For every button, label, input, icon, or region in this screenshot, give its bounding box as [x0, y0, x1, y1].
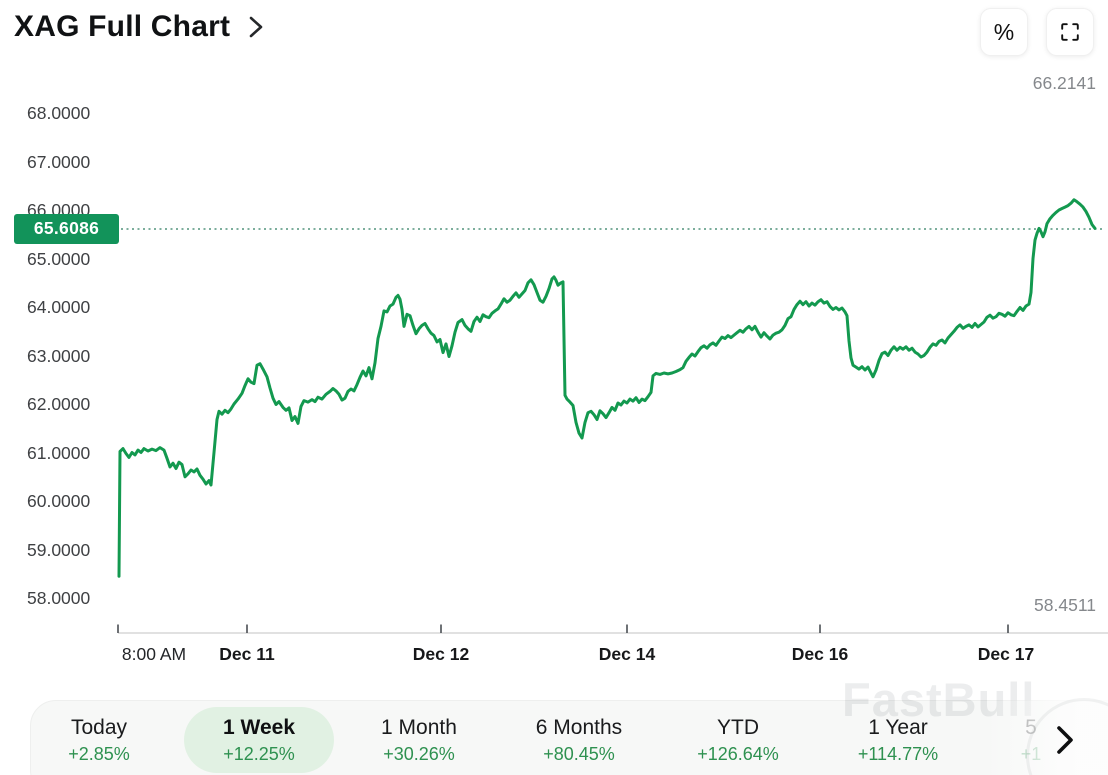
y-axis-label: 62.0000 [27, 394, 91, 414]
y-axis-label: 60.0000 [27, 491, 91, 511]
fullscreen-icon [1059, 21, 1081, 43]
y-axis-label: 63.0000 [27, 345, 91, 366]
tab-ytd[interactable]: YTD +126.64% [663, 707, 813, 773]
tab-1-month[interactable]: 1 Month +30.26% [344, 707, 494, 773]
tab-change: +126.64% [697, 743, 779, 764]
x-axis-label: Dec 12 [412, 644, 470, 664]
tab-label: 5 [1025, 715, 1037, 739]
timeframe-bar: Today +2.85% 1 Week +12.25% 1 Month +30.26% 6 … [30, 700, 1108, 775]
y-axis-label: 61.0000 [27, 442, 91, 463]
tab-change: +80.45% [543, 743, 615, 764]
chevron-right-icon [1056, 725, 1074, 755]
tab-label: 1 Week [223, 715, 295, 739]
title-chevron-icon[interactable] [248, 13, 264, 41]
y-axis-label: 68.0000 [27, 103, 91, 123]
y-axis-label: 58.0000 [27, 588, 91, 608]
x-axis-label: Dec 16 [791, 644, 849, 664]
tab-1-week[interactable]: 1 Week +12.25% [184, 707, 334, 773]
tab-change: +114.77% [857, 743, 939, 764]
tab-label: 1 Month [381, 715, 457, 739]
price-line [117, 198, 1097, 578]
next-timeframes-button[interactable] [1042, 716, 1088, 764]
tab-label: Today [70, 715, 128, 739]
x-axis-label: Dec 17 [977, 644, 1035, 664]
y-axis-label: 59.0000 [27, 539, 91, 560]
tab-today[interactable]: Today +2.85% [24, 707, 174, 773]
tab-label: YTD [717, 715, 759, 739]
low-value-label: 58.4511 [1034, 595, 1096, 615]
tab-6-months[interactable]: 6 Months +80.45% [504, 707, 654, 773]
tab-1-year[interactable]: 1 Year +114.77% [823, 707, 973, 773]
percent-toggle-button[interactable]: % [980, 8, 1028, 56]
price-chart[interactable] [0, 0, 1108, 680]
x-axis-label: 8:00 AM [121, 644, 187, 664]
y-axis-label: 64.0000 [27, 297, 91, 317]
tab-label: 6 Months [535, 715, 623, 739]
header: XAG Full Chart [14, 10, 264, 44]
high-value-label: 66.2141 [1032, 73, 1096, 93]
tab-label: 1 Year [868, 715, 928, 739]
fullscreen-button[interactable] [1046, 8, 1094, 56]
tab-change: +30.26% [383, 743, 455, 764]
tab-change: +12.25% [223, 743, 295, 764]
tab-change: +2.85% [68, 743, 130, 764]
y-axis-label: 67.0000 [27, 151, 91, 172]
y-axis-label: 65.0000 [27, 248, 91, 269]
page-title: XAG Full Chart [14, 10, 231, 43]
percent-icon: % [993, 18, 1015, 45]
current-price-tag: 65.6086 [14, 213, 119, 244]
x-axis-label: Dec 11 [219, 644, 275, 664]
tab-change: +1 [1020, 743, 1042, 764]
x-axis-label: Dec 14 [598, 644, 656, 664]
